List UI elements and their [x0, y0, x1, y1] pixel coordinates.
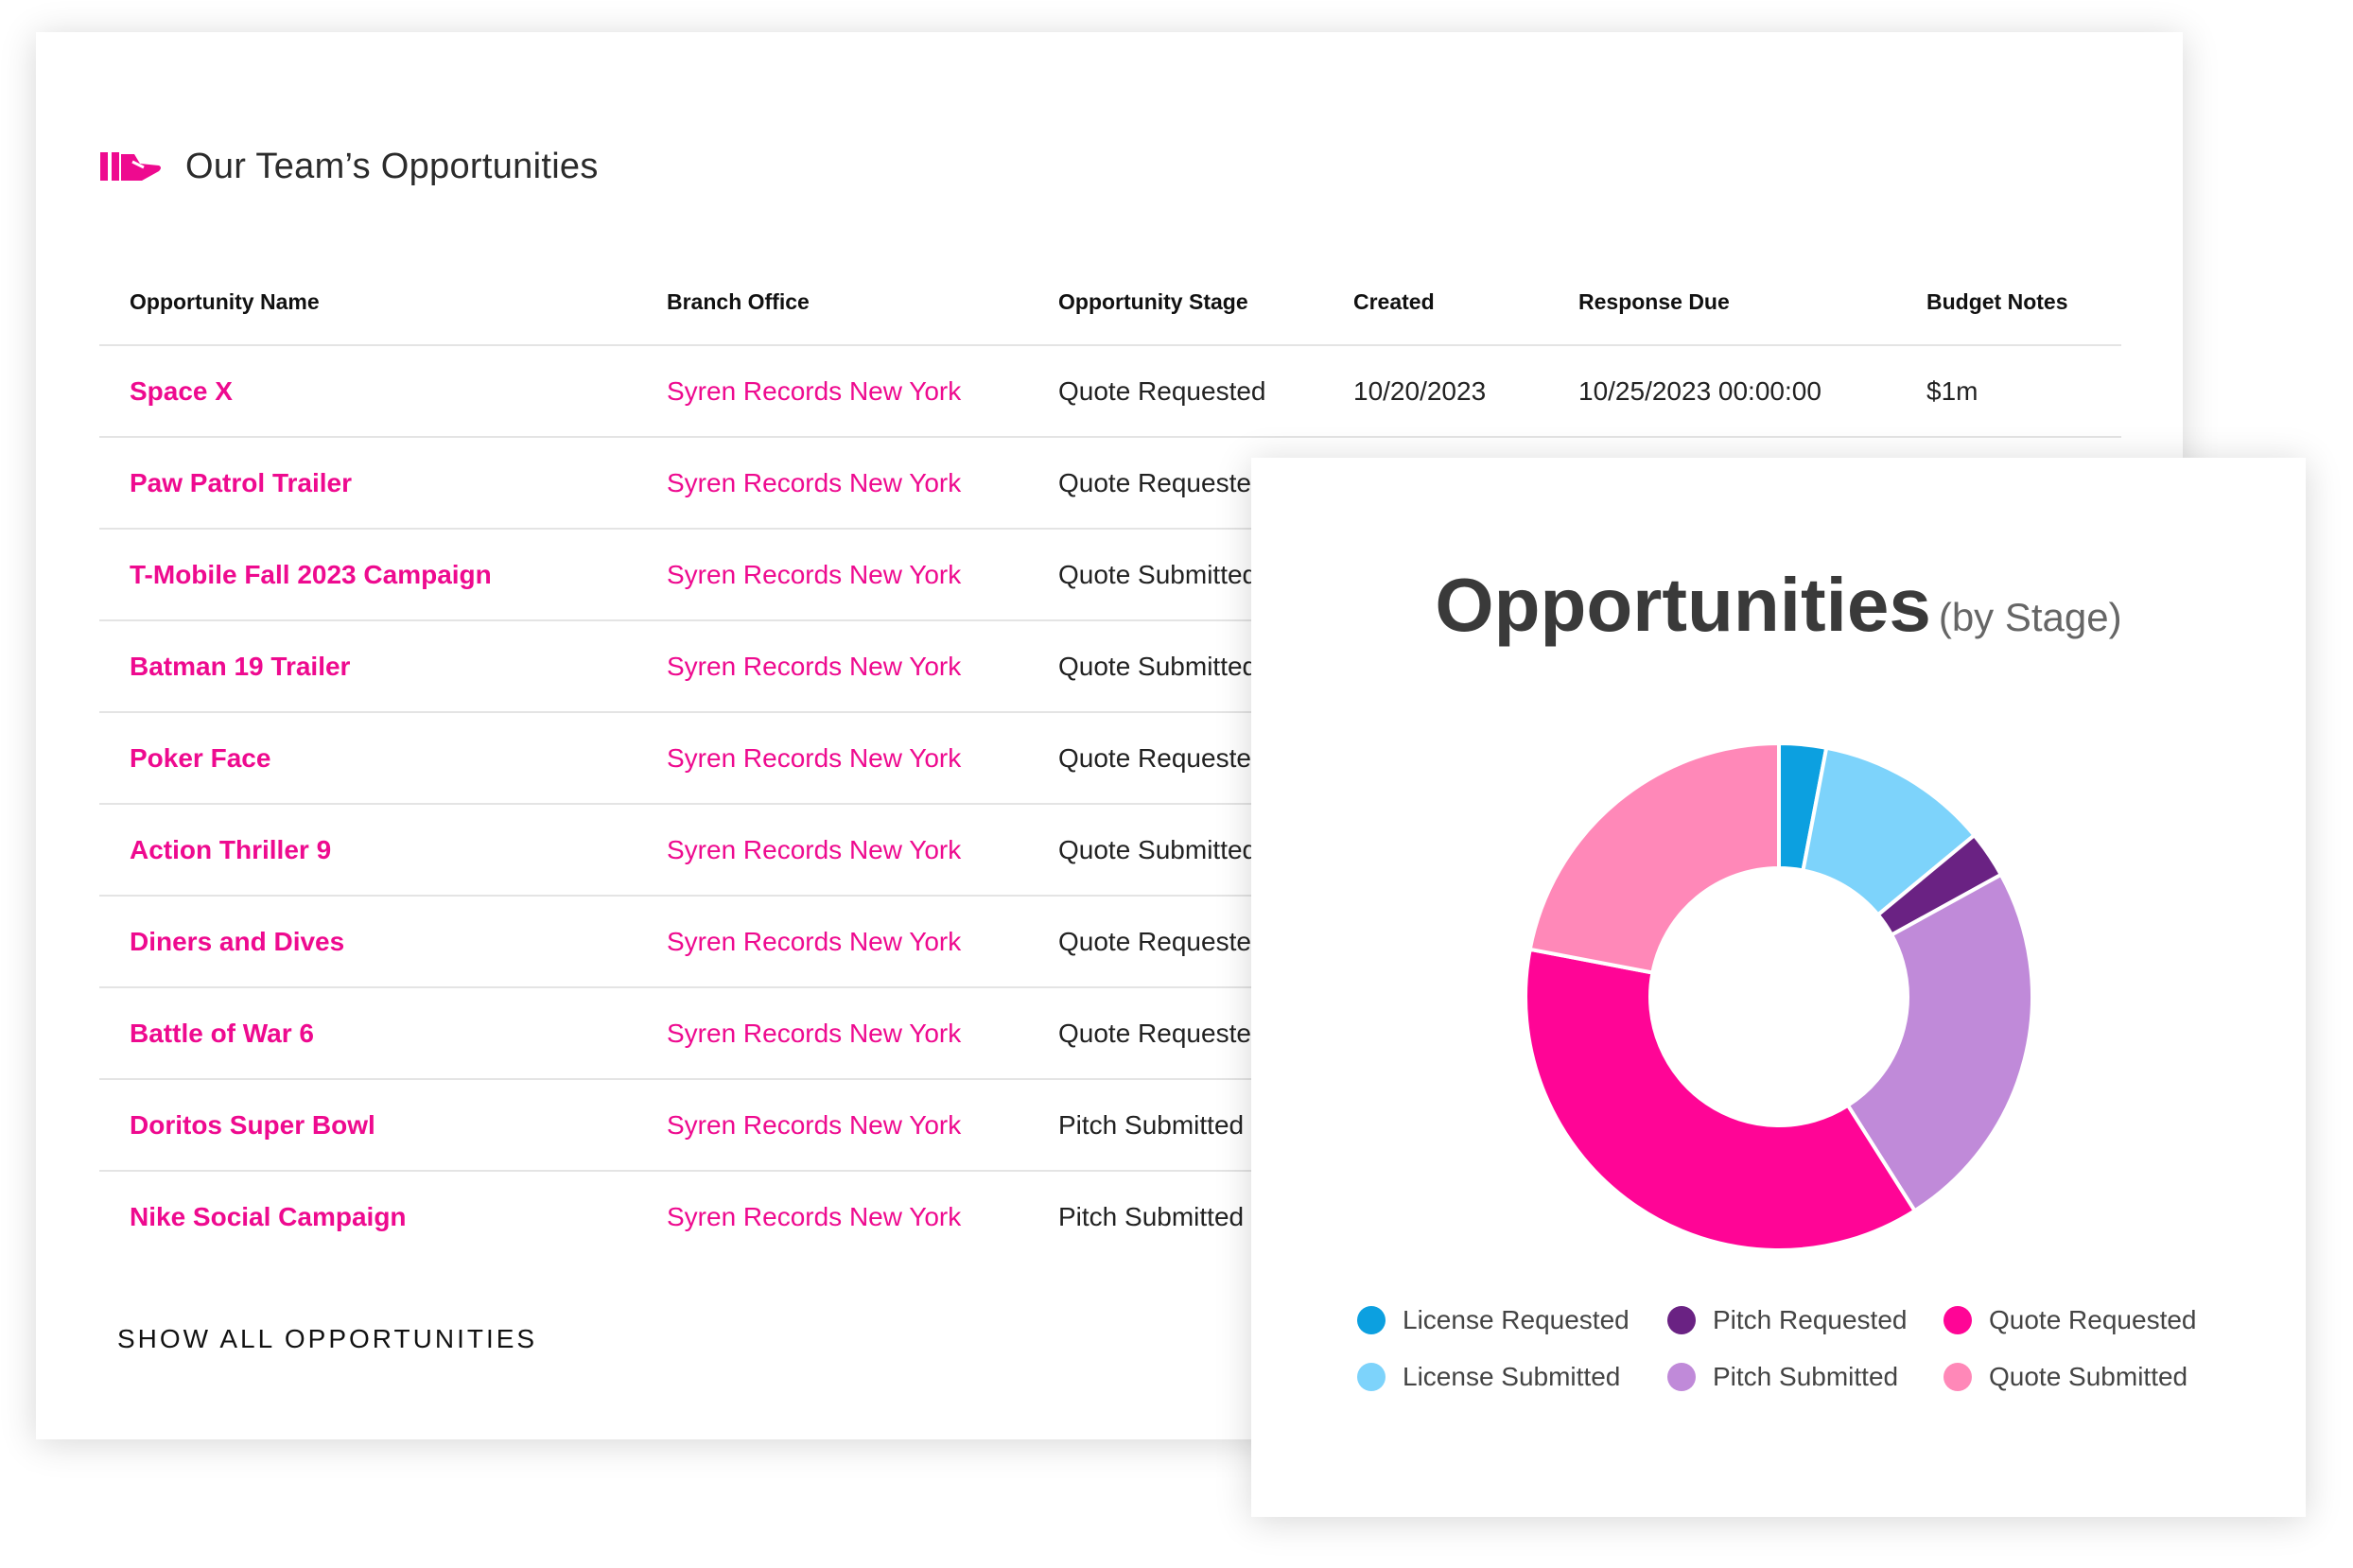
column-header-budget-notes[interactable]: Budget Notes	[1926, 288, 2068, 314]
branch-office-link[interactable]: Syren Records New York	[667, 1018, 962, 1048]
donut-slice-pitch-submitted[interactable]	[1845, 872, 2034, 1214]
table-header-row: Opportunity Name Branch Office Opportuni…	[99, 259, 2121, 346]
opportunity-name-link[interactable]: T-Mobile Fall 2023 Campaign	[130, 559, 492, 589]
table-row: Battle of War 6 Syren Records New York Q…	[99, 988, 2121, 1080]
legend-label: License Submitted	[1403, 1362, 1621, 1391]
table-row: Diners and Dives Syren Records New York …	[99, 897, 2121, 988]
table-row: Poker Face Syren Records New York Quote …	[99, 713, 2121, 805]
opportunity-stage: Pitch Submitted	[1058, 1109, 1245, 1140]
card-title: Our Team’s Opportunities	[185, 146, 599, 186]
opportunity-stage: Quote Requested	[1058, 1018, 1266, 1048]
opportunity-stage: Quote Submitted	[1058, 834, 1258, 864]
legend-item-license-requested[interactable]: License Requested	[1357, 1305, 1630, 1335]
legend-swatch	[1943, 1306, 1972, 1334]
opportunity-name-link[interactable]: Diners and Dives	[130, 926, 345, 956]
legend-item-pitch-requested[interactable]: Pitch Requested	[1667, 1305, 1907, 1335]
hand-logo-icon	[100, 152, 161, 181]
chart-title-main: Opportunities	[1435, 563, 1931, 647]
legend-item-license-submitted[interactable]: License Submitted	[1357, 1362, 1620, 1392]
legend-item-quote-submitted[interactable]: Quote Submitted	[1943, 1362, 2187, 1392]
donut-slice-quote-requested[interactable]	[1524, 947, 1918, 1252]
opportunity-name-link[interactable]: Doritos Super Bowl	[130, 1109, 375, 1140]
opportunity-name-link[interactable]: Battle of War 6	[130, 1018, 314, 1048]
branch-office-link[interactable]: Syren Records New York	[667, 1201, 962, 1231]
show-all-opportunities-link[interactable]: SHOW ALL OPPORTUNITIES	[117, 1324, 538, 1353]
branch-office-link[interactable]: Syren Records New York	[667, 1109, 962, 1140]
legend-item-pitch-submitted[interactable]: Pitch Submitted	[1667, 1362, 1898, 1392]
opportunity-stage: Quote Requested	[1058, 375, 1266, 406]
legend-label: Pitch Requested	[1713, 1305, 1908, 1334]
table-row: Space X Syren Records New York Quote Req…	[99, 346, 2121, 438]
column-header-opportunity-name[interactable]: Opportunity Name	[130, 288, 320, 314]
table-row: Nike Social Campaign Syren Records New Y…	[99, 1172, 2121, 1262]
opportunity-stage: Quote Requested	[1058, 742, 1266, 773]
opportunity-stage: Quote Submitted	[1058, 559, 1258, 589]
created-date: 10/20/2023	[1353, 375, 1487, 406]
chart-title: Opportunities (by Stage)	[1251, 562, 2306, 649]
opportunity-name-link[interactable]: Space X	[130, 375, 233, 406]
opportunity-name-link[interactable]: Poker Face	[130, 742, 271, 773]
branch-office-link[interactable]: Syren Records New York	[667, 742, 962, 773]
branch-office-link[interactable]: Syren Records New York	[667, 467, 962, 497]
donut-chart	[1524, 740, 2034, 1252]
table-row: Doritos Super Bowl Syren Records New Yor…	[99, 1080, 2121, 1172]
column-header-created[interactable]: Created	[1353, 288, 1435, 314]
branch-office-link[interactable]: Syren Records New York	[667, 651, 962, 681]
branch-office-link[interactable]: Syren Records New York	[667, 375, 962, 406]
opportunity-stage: Quote Requested	[1058, 467, 1266, 497]
column-header-response-due[interactable]: Response Due	[1578, 288, 1730, 314]
column-header-opportunity-stage[interactable]: Opportunity Stage	[1058, 288, 1248, 314]
card-header: Our Team’s Opportunities	[100, 138, 599, 195]
opportunity-stage: Pitch Submitted	[1058, 1201, 1245, 1231]
legend-label: Quote Submitted	[1989, 1362, 2188, 1391]
opportunity-stage: Quote Requested	[1058, 926, 1266, 956]
opportunities-chart-card: Opportunities (by Stage) License Requeste…	[1251, 458, 2306, 1517]
legend-swatch	[1667, 1306, 1696, 1334]
donut-slice-quote-submitted[interactable]	[1527, 740, 1781, 975]
legend-label: Quote Requested	[1989, 1305, 2197, 1334]
legend-item-quote-requested[interactable]: Quote Requested	[1943, 1305, 2197, 1335]
branch-office-link[interactable]: Syren Records New York	[667, 559, 962, 589]
budget-notes: $1m	[1926, 375, 1978, 406]
chart-subtitle: (by Stage)	[1938, 595, 2122, 639]
opportunity-name-link[interactable]: Nike Social Campaign	[130, 1201, 407, 1231]
legend-label: Pitch Submitted	[1713, 1362, 1899, 1391]
legend-swatch	[1357, 1363, 1386, 1391]
branch-office-link[interactable]: Syren Records New York	[667, 834, 962, 864]
legend-label: License Requested	[1403, 1305, 1630, 1334]
opportunity-name-link[interactable]: Action Thriller 9	[130, 834, 332, 864]
table-row: Action Thriller 9 Syren Records New York…	[99, 805, 2121, 897]
column-header-branch-office[interactable]: Branch Office	[667, 288, 810, 314]
opportunity-name-link[interactable]: Batman 19 Trailer	[130, 651, 351, 681]
opportunity-name-link[interactable]: Paw Patrol Trailer	[130, 467, 352, 497]
legend-swatch	[1943, 1363, 1972, 1391]
table-row: Batman 19 Trailer Syren Records New York…	[99, 621, 2121, 713]
branch-office-link[interactable]: Syren Records New York	[667, 926, 962, 956]
response-due-date: 10/25/2023 00:00:00	[1578, 375, 1821, 406]
opportunity-stage: Quote Submitted	[1058, 651, 1258, 681]
legend-swatch	[1667, 1363, 1696, 1391]
legend-swatch	[1357, 1306, 1386, 1334]
table-row: T-Mobile Fall 2023 Campaign Syren Record…	[99, 530, 2121, 621]
